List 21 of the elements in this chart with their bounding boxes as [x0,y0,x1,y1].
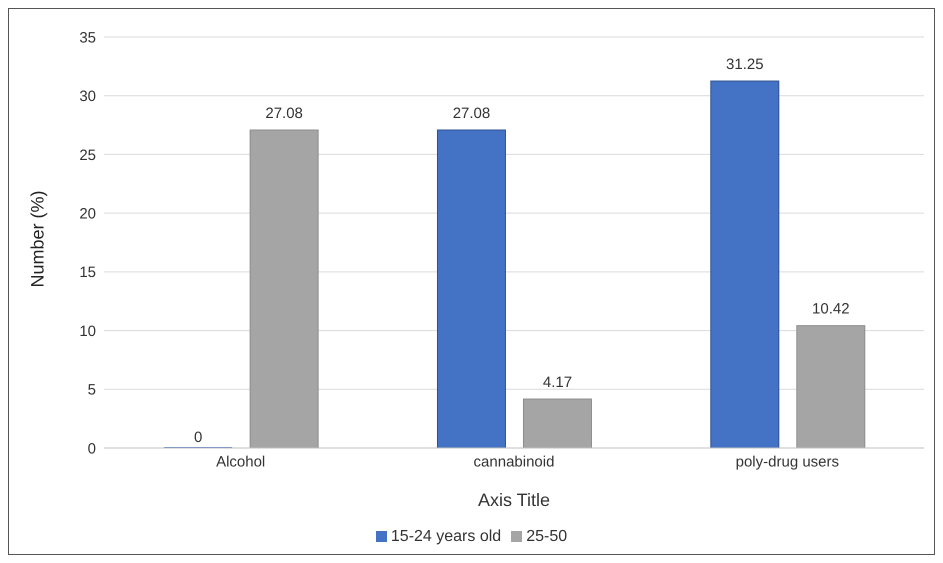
y-tick-label: 35 [79,29,96,46]
legend-label: 15-24 years old [390,528,502,545]
data-label: 27.08 [452,105,490,122]
data-label: 4.17 [542,374,572,392]
x-tick-label: Alcohol [216,454,266,471]
x-tick-label: poly-drug users [736,454,840,471]
y-tick-label: 30 [79,88,96,106]
x-tick-label: cannabinoid [474,454,554,471]
data-label: 31.25 [726,56,764,74]
y-tick-label: 5 [88,382,96,399]
data-label: 10.42 [812,300,850,318]
y-axis-title: Number (%) [27,190,48,288]
y-tick-label: 0 [88,440,96,458]
legend-label: 25-50 [526,528,568,545]
y-tick-label: 25 [79,146,96,164]
data-label: 27.08 [265,105,303,122]
y-tick-label: 15 [79,264,96,282]
x-axis-title: Axis Title [478,490,550,510]
y-tick-label: 10 [79,322,96,340]
y-tick-label: 20 [79,205,96,222]
data-label: 0 [194,429,202,446]
